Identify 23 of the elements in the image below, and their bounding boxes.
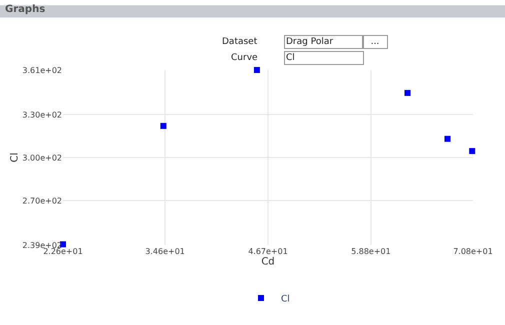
x-tick-label: 5.88e+01	[351, 247, 391, 256]
x-tick-label: 4.67e+01	[248, 247, 288, 256]
chart-title: Graphs	[5, 4, 46, 15]
x-tick-label: 3.46e+01	[145, 247, 185, 256]
point	[469, 148, 476, 154]
x-tick-label: 7.08e+01	[453, 247, 493, 256]
y-tick-label: 2.70e+02	[22, 196, 62, 206]
legend-label: Cl	[281, 294, 290, 305]
y-tick-label: 3.30e+02	[22, 110, 62, 120]
point	[254, 67, 260, 73]
x-tick-label: 2.26e+01	[43, 247, 83, 256]
text: Curve	[231, 53, 258, 63]
point	[404, 90, 410, 96]
x-axis-title: Cd	[261, 256, 275, 268]
point	[444, 136, 450, 142]
y-axis-title: Cl	[9, 152, 20, 162]
point	[160, 122, 166, 129]
text: Drag Polar	[286, 37, 334, 47]
text: Dataset	[222, 37, 258, 47]
text: Cl	[286, 53, 295, 63]
y-tick-label: 3.00e+02	[22, 153, 62, 162]
y-tick-label: 3.61e+02	[22, 66, 62, 75]
text: ...	[370, 37, 380, 47]
